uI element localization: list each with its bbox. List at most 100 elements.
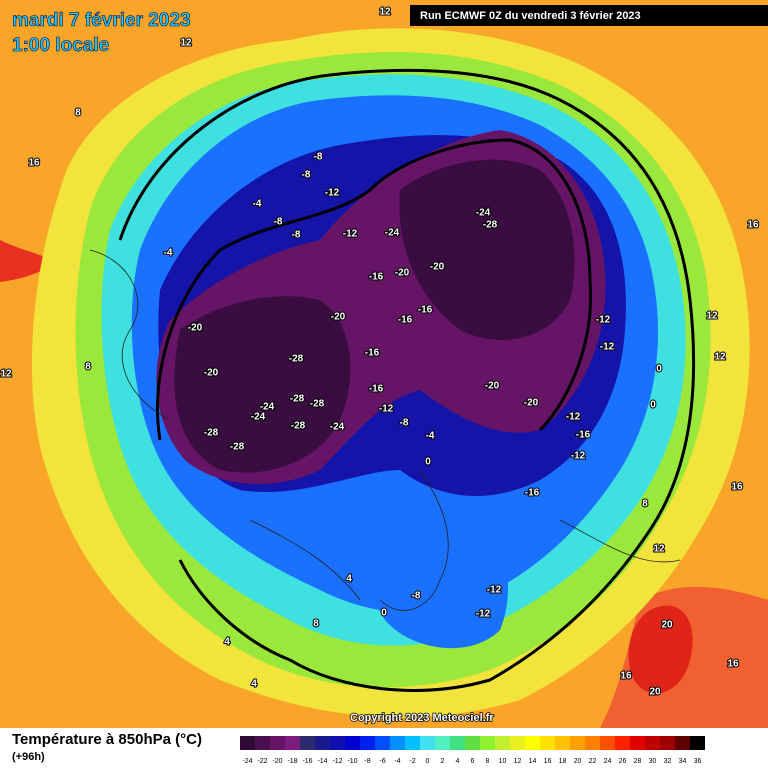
legend-tick-label: -4 bbox=[394, 758, 400, 765]
legend-tick-label: 14 bbox=[529, 758, 537, 765]
contour-label: -28 bbox=[291, 421, 306, 432]
contour-label: -12 bbox=[343, 229, 358, 240]
contour-label: 16 bbox=[727, 659, 739, 670]
contour-label: -16 bbox=[369, 384, 384, 395]
contour-label: 16 bbox=[747, 220, 759, 231]
legend-tick-label: 10 bbox=[499, 758, 507, 765]
legend-swatch bbox=[390, 736, 405, 750]
contour-label: -12 bbox=[571, 451, 586, 462]
legend-tick-label: -16 bbox=[302, 758, 312, 765]
legend-swatch bbox=[555, 736, 570, 750]
isotherm bbox=[156, 138, 593, 441]
legend-tick-label: -14 bbox=[317, 758, 327, 765]
contour-label: -8 bbox=[302, 170, 311, 181]
contour-label: 16 bbox=[28, 158, 40, 169]
contour-label: -20 bbox=[524, 398, 539, 409]
contour-label: -16 bbox=[418, 305, 433, 316]
zone-blue bbox=[355, 477, 509, 649]
contour-label: 8 bbox=[85, 362, 91, 373]
legend-swatch bbox=[405, 736, 420, 750]
contour-label: 16 bbox=[620, 671, 632, 682]
legend-tick-label: 34 bbox=[679, 758, 687, 765]
contour-label: -20 bbox=[204, 368, 219, 379]
contour-label: -16 bbox=[576, 430, 591, 441]
legend-swatch bbox=[615, 736, 630, 750]
legend-swatch bbox=[285, 736, 300, 750]
contour-label: -16 bbox=[525, 488, 540, 499]
legend-tick-label: 32 bbox=[664, 758, 672, 765]
contour-label: -4 bbox=[164, 248, 173, 259]
legend-swatch bbox=[690, 736, 705, 750]
contour-label: -20 bbox=[395, 268, 410, 279]
contour-label: -20 bbox=[331, 312, 346, 323]
warm-zone bbox=[628, 605, 693, 694]
footer-title: Température à 850hPa (°C) bbox=[12, 731, 202, 748]
legend-tick-label: -20 bbox=[272, 758, 282, 765]
contour-label: -12 bbox=[566, 412, 581, 423]
contour-label: -4 bbox=[253, 199, 262, 210]
legend-tick-label: 20 bbox=[574, 758, 582, 765]
legend-tick-label: 26 bbox=[619, 758, 627, 765]
legend-tick-label: -10 bbox=[347, 758, 357, 765]
legend-swatch bbox=[315, 736, 330, 750]
contour-label: -8 bbox=[400, 418, 409, 429]
contour-label: 12 bbox=[714, 352, 726, 363]
legend-swatch bbox=[465, 736, 480, 750]
legend-tick-label: -8 bbox=[364, 758, 370, 765]
contour-label: 12 bbox=[180, 38, 192, 49]
legend-tick-label: 36 bbox=[694, 758, 702, 765]
copyright: Copyright 2023 Meteociel.fr bbox=[350, 712, 494, 724]
legend-swatch bbox=[495, 736, 510, 750]
contour-label: -28 bbox=[483, 220, 498, 231]
legend-swatch bbox=[510, 736, 525, 750]
zone-core bbox=[174, 296, 351, 473]
contour-label: 4 bbox=[346, 574, 352, 585]
contour-label: -4 bbox=[426, 431, 435, 442]
legend-tick-label: 2 bbox=[441, 758, 445, 765]
legend-swatch bbox=[600, 736, 615, 750]
legend-swatch bbox=[360, 736, 375, 750]
contour-label: 20 bbox=[649, 687, 661, 698]
contour-label: -12 bbox=[596, 315, 611, 326]
contour-label: -20 bbox=[188, 323, 203, 334]
contour-label: -24 bbox=[260, 402, 275, 413]
contour-label: -16 bbox=[398, 315, 413, 326]
contour-label: 12 bbox=[653, 544, 665, 555]
contour-label: 16 bbox=[731, 482, 743, 493]
contour-label: 8 bbox=[642, 499, 648, 510]
contour-label: -20 bbox=[430, 262, 445, 273]
legend-swatch bbox=[300, 736, 315, 750]
legend-tick-label: -18 bbox=[287, 758, 297, 765]
contour-label: -24 bbox=[476, 208, 491, 219]
legend-swatch bbox=[570, 736, 585, 750]
contour-label: 4 bbox=[251, 679, 257, 690]
legend-tick-label: 24 bbox=[604, 758, 612, 765]
contour-label: -28 bbox=[289, 354, 304, 365]
contour-label: 4 bbox=[224, 637, 230, 648]
legend-swatch bbox=[630, 736, 645, 750]
contour-label: -8 bbox=[292, 230, 301, 241]
contour-label: -8 bbox=[274, 217, 283, 228]
legend-swatch bbox=[660, 736, 675, 750]
legend-swatch bbox=[585, 736, 600, 750]
legend-tick-label: 18 bbox=[559, 758, 567, 765]
legend-tick-label: 12 bbox=[514, 758, 522, 765]
legend-tick-label: -22 bbox=[257, 758, 267, 765]
legend-swatch bbox=[540, 736, 555, 750]
legend-swatch bbox=[675, 736, 690, 750]
contour-label: 12 bbox=[379, 7, 391, 18]
color-legend: -24 -22 -20 -18 -16 -14 -12 -10 -8 -6 -4 -2 0 2 4 6 8 10 1… bbox=[240, 736, 705, 765]
contour-label: -28 bbox=[230, 442, 245, 453]
legend-tick-label: 28 bbox=[634, 758, 642, 765]
contour-label: -12 bbox=[379, 404, 394, 415]
zone-core bbox=[399, 159, 575, 340]
legend-tick-label: 22 bbox=[589, 758, 597, 765]
legend-swatch bbox=[435, 736, 450, 750]
legend-swatch bbox=[645, 736, 660, 750]
contour-label: 0 bbox=[425, 457, 431, 468]
legend-tick-label: -6 bbox=[379, 758, 385, 765]
contour-label: -16 bbox=[369, 272, 384, 283]
contour-label: -12 bbox=[487, 585, 502, 596]
